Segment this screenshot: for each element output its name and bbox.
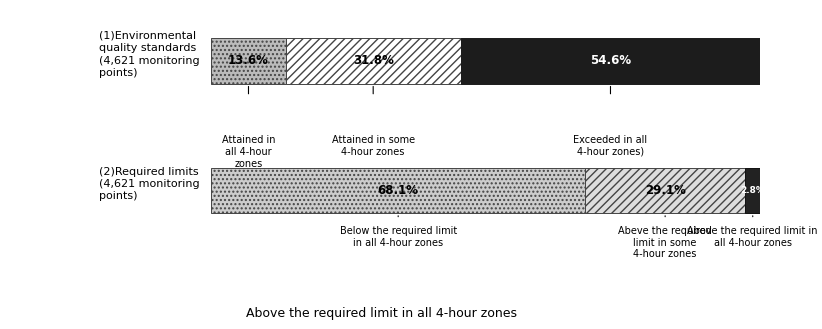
- Text: Above the required limit in
all 4-hour zones: Above the required limit in all 4-hour z…: [687, 226, 818, 247]
- Text: 2.8%: 2.8%: [741, 186, 765, 195]
- Text: 31.8%: 31.8%: [353, 55, 394, 67]
- Text: Exceeded in all
4-hour zones): Exceeded in all 4-hour zones): [574, 136, 648, 157]
- Bar: [460, 38, 760, 84]
- Text: Attained in some
4-hour zones: Attained in some 4-hour zones: [331, 136, 415, 157]
- Text: Above the required limit in all 4-hour zones: Above the required limit in all 4-hour z…: [246, 307, 517, 320]
- Bar: [745, 168, 760, 213]
- Text: (1)Environmental
quality standards
(4,621 monitoring
points): (1)Environmental quality standards (4,62…: [99, 31, 200, 78]
- Text: 29.1%: 29.1%: [644, 184, 686, 197]
- Text: 13.6%: 13.6%: [228, 55, 269, 67]
- Text: (2)Required limits
(4,621 monitoring
points): (2)Required limits (4,621 monitoring poi…: [99, 166, 200, 201]
- Bar: [211, 168, 585, 213]
- Bar: [211, 38, 286, 84]
- Bar: [286, 38, 460, 84]
- Text: Attained in
all 4-hour
zones: Attained in all 4-hour zones: [222, 136, 275, 168]
- Text: 68.1%: 68.1%: [377, 184, 418, 197]
- Bar: [585, 168, 745, 213]
- Text: 54.6%: 54.6%: [590, 55, 631, 67]
- Text: Below the required limit
in all 4-hour zones: Below the required limit in all 4-hour z…: [339, 226, 457, 247]
- Text: Abeve the required
limit in some
4-hour zones: Abeve the required limit in some 4-hour …: [618, 226, 712, 259]
